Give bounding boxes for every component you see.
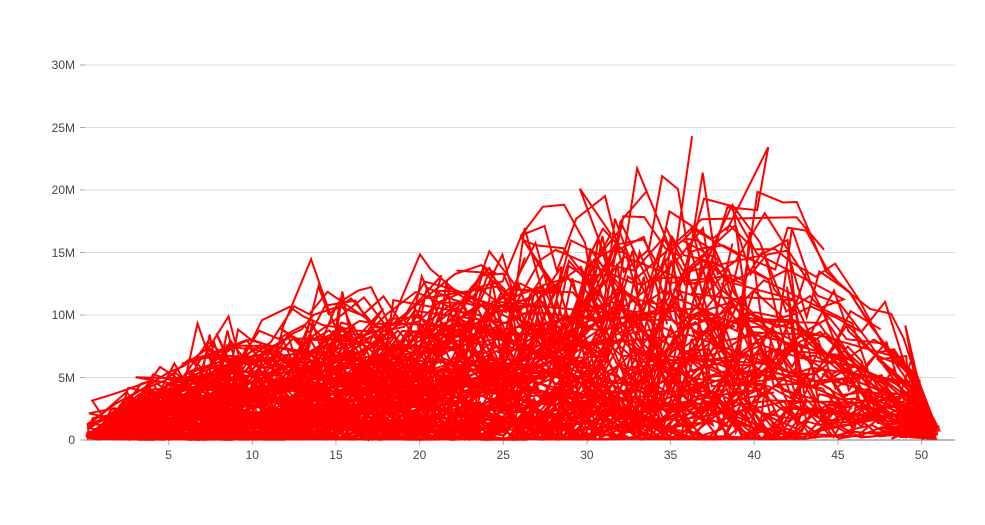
x-tick-label: 20 bbox=[413, 448, 426, 462]
y-tick-label: 30M bbox=[0, 58, 75, 72]
x-tick-label: 40 bbox=[748, 448, 761, 462]
line-chart bbox=[0, 0, 985, 525]
x-tick-label: 35 bbox=[664, 448, 677, 462]
x-tick-label: 30 bbox=[580, 448, 593, 462]
y-tick-label: 10M bbox=[0, 308, 75, 322]
x-tick-label: 50 bbox=[915, 448, 928, 462]
y-tick-label: 25M bbox=[0, 121, 75, 135]
x-tick-label: 10 bbox=[246, 448, 259, 462]
y-tick-label: 20M bbox=[0, 183, 75, 197]
x-tick-label: 45 bbox=[831, 448, 844, 462]
x-tick-label: 5 bbox=[165, 448, 172, 462]
y-tick-label: 15M bbox=[0, 246, 75, 260]
y-tick-label: 0 bbox=[0, 433, 75, 447]
x-tick-label: 25 bbox=[497, 448, 510, 462]
y-axis-labels: 0 5M 10M 15M 20M 25M 30M bbox=[0, 0, 75, 525]
y-tick-label: 5M bbox=[0, 371, 75, 385]
x-tick-label: 15 bbox=[329, 448, 342, 462]
